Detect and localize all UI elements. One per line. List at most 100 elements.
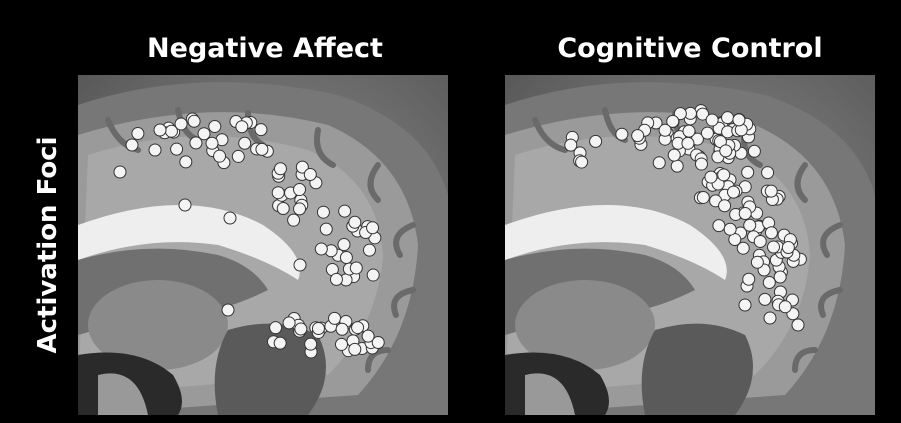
focus-dot (750, 255, 764, 269)
focus-dot (314, 242, 328, 256)
focus-dot (197, 127, 211, 141)
focus-dot (293, 258, 307, 272)
focus-dot (293, 202, 307, 216)
focus-dot (717, 168, 731, 182)
focus-dot (704, 170, 718, 184)
focus-dot (189, 136, 203, 150)
focus-dot (673, 107, 687, 121)
focus-dot (235, 120, 249, 134)
focus-dot (335, 322, 349, 336)
focus-dot (778, 300, 792, 314)
focus-dot (178, 198, 192, 212)
focus-dot (738, 298, 752, 312)
focus-dot (681, 136, 695, 150)
foci-group (564, 104, 807, 332)
focus-dot (131, 126, 145, 140)
focus-dot (615, 127, 629, 141)
focus-dot (767, 240, 781, 254)
focus-dot (362, 243, 376, 257)
focus-dot (747, 144, 761, 158)
focus-dot (348, 215, 362, 229)
focus-dot (762, 276, 776, 290)
focus-dot (269, 321, 283, 335)
focus-dot (273, 336, 287, 350)
focus-dot (294, 322, 308, 336)
focus-dot (271, 186, 285, 200)
focus-dot (742, 272, 756, 286)
focus-dot (743, 218, 757, 232)
focus-dot (741, 165, 755, 179)
focus-dot (738, 206, 752, 220)
focus-dot (328, 311, 342, 325)
focus-dot (238, 136, 252, 150)
focus-dot (287, 213, 301, 227)
focus-dot (179, 155, 193, 169)
focus-dot (113, 165, 127, 179)
focus-dot (371, 336, 385, 350)
focus-dot (666, 114, 680, 128)
focus-dot (764, 184, 778, 198)
focus-dot (316, 205, 330, 219)
focus-dot (631, 129, 645, 143)
focus-dot (125, 138, 139, 152)
focus-dot (231, 149, 245, 163)
focus-dot (329, 272, 343, 286)
focus-dot (736, 241, 750, 255)
focus-dot (721, 111, 735, 125)
focus-dot (174, 117, 188, 131)
focus-dot (696, 190, 710, 204)
focus-dot (334, 337, 348, 351)
focus-dot (682, 124, 696, 138)
focus-dot (761, 166, 775, 180)
focus-dot (205, 136, 219, 150)
foci-group (113, 112, 385, 359)
focus-dot (348, 342, 362, 356)
focus-dot (791, 318, 805, 332)
focus-dot (337, 238, 351, 252)
focus-dot (255, 142, 269, 156)
panel-title: Negative Affect (147, 33, 383, 64)
focus-dot (293, 183, 307, 197)
focus-dot (366, 221, 380, 235)
focus-dot (295, 160, 309, 174)
focus-dot (304, 337, 318, 351)
focus-dot (758, 292, 772, 306)
focus-dot (575, 155, 589, 169)
focus-dot (712, 219, 726, 233)
focus-dot (652, 156, 666, 170)
focus-dot (170, 142, 184, 156)
focus-dot (589, 134, 603, 148)
focus-dot (164, 124, 178, 138)
focus-dot (727, 185, 741, 199)
focus-dot (719, 144, 733, 158)
panel-title: Cognitive Control (557, 33, 822, 64)
focus-dot (763, 311, 777, 325)
side-label: Activation Foci (33, 136, 63, 353)
focus-dot (349, 261, 363, 275)
focus-dot (276, 202, 290, 216)
focus-dot (311, 322, 325, 336)
focus-dot (153, 123, 167, 137)
focus-dot (732, 113, 746, 127)
focus-dot (361, 329, 375, 343)
focus-dot (148, 143, 162, 157)
focus-dot (700, 126, 714, 140)
focus-dot (223, 211, 237, 225)
focus-dot (781, 241, 795, 255)
focus-dot (564, 138, 578, 152)
focus-dot (303, 168, 317, 182)
focus-dot (273, 162, 287, 176)
focus-dot (208, 119, 222, 133)
focus-dot (221, 303, 235, 317)
focus-dot (254, 123, 268, 137)
focus-dot (213, 149, 227, 163)
focus-dot (339, 250, 353, 264)
focus-dot (667, 148, 681, 162)
focus-dot (319, 222, 333, 236)
focus-dot (658, 123, 672, 137)
focus-dot (187, 114, 201, 128)
focus-dot (718, 199, 732, 213)
focus-dot (723, 222, 737, 236)
